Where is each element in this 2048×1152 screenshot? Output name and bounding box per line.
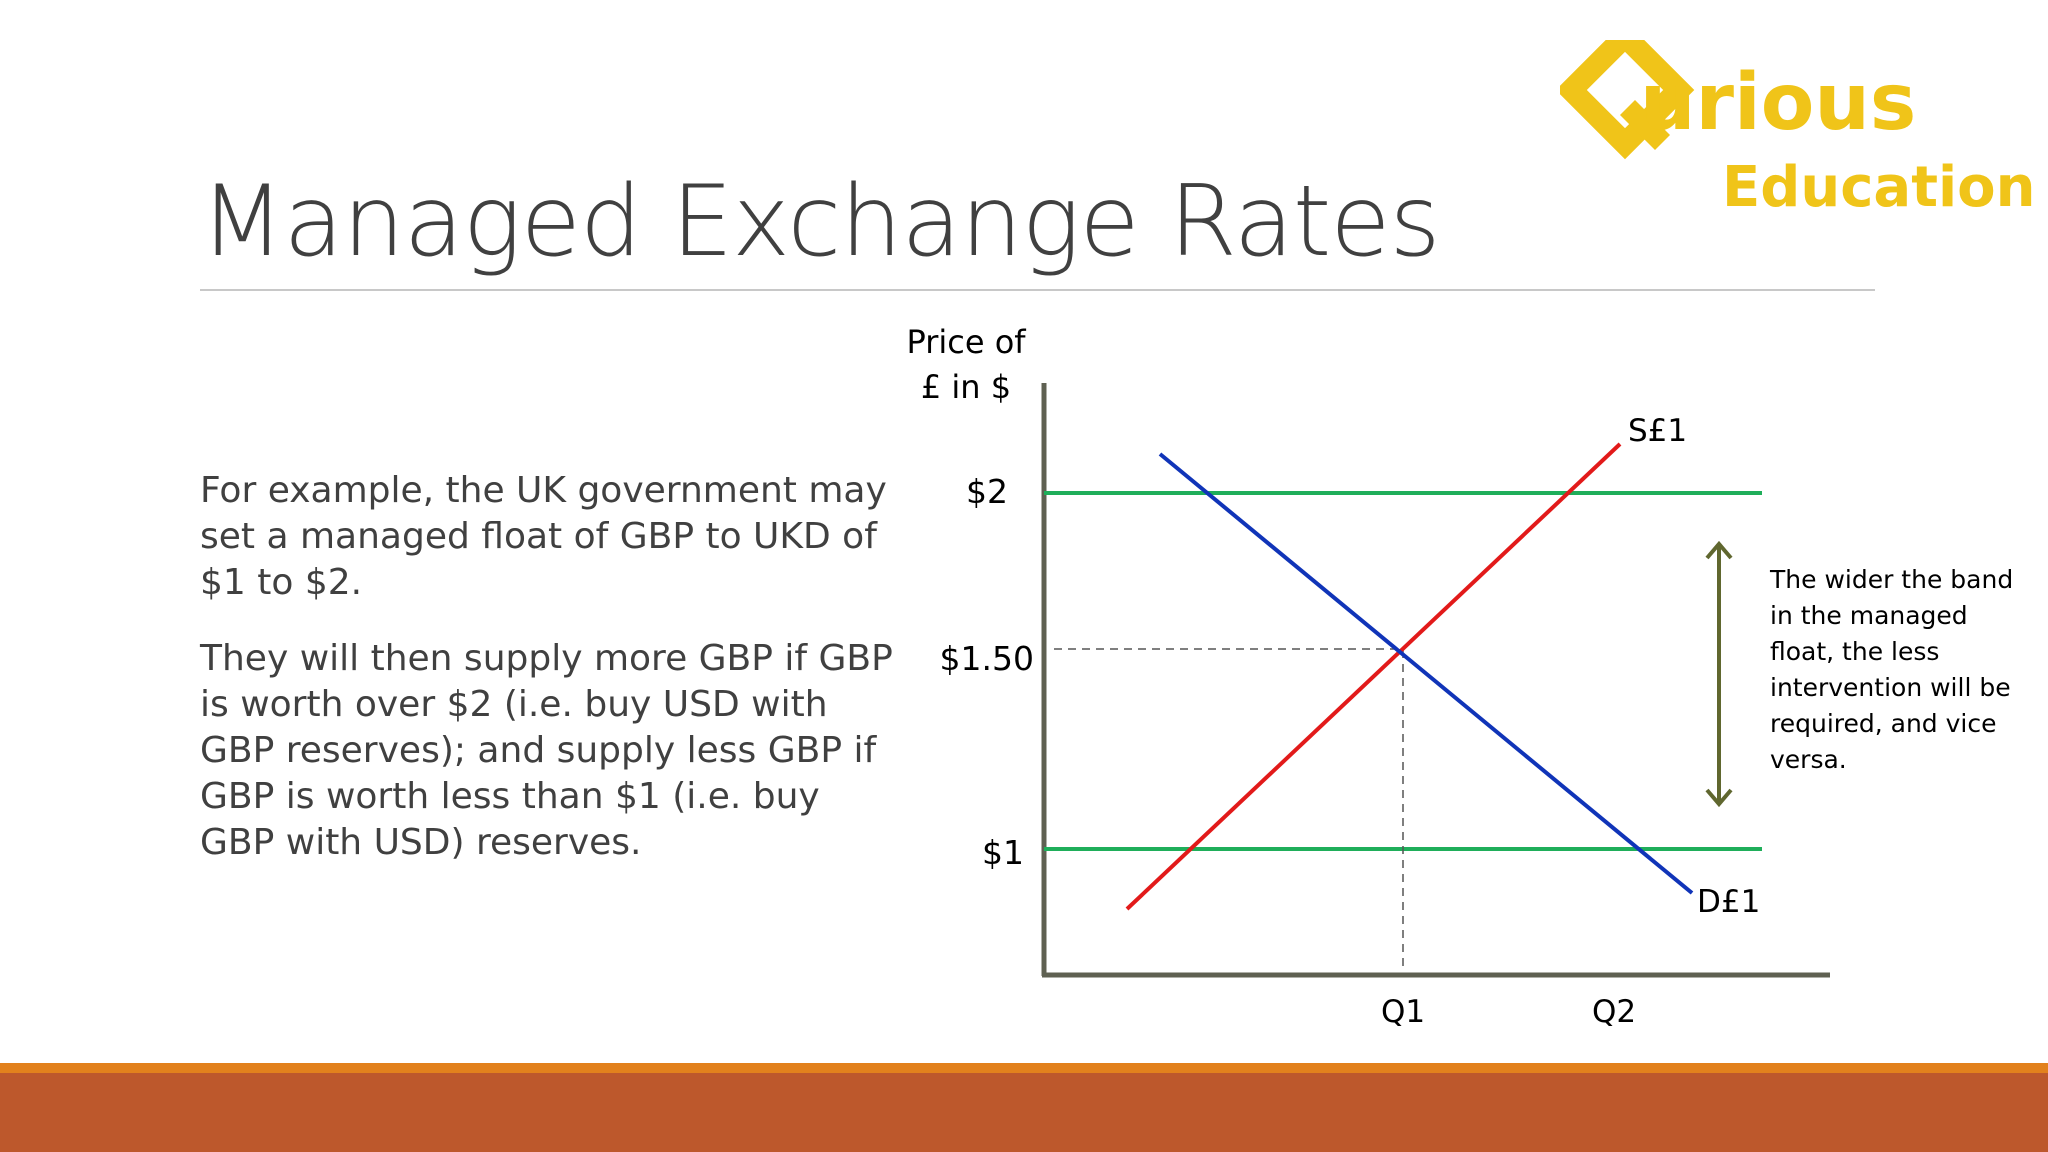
supply-curve-label: S£1 (1628, 413, 1687, 449)
logo-subtitle: Education (1722, 155, 2036, 220)
band-note: The wider the band in the managed float,… (1770, 565, 2014, 774)
y-axis-label-line2: £ in $ (921, 368, 1011, 406)
demand-curve (1158, 452, 1694, 895)
quantity-label-q1: Q1 (1381, 994, 1425, 1030)
price-label-upper: $2 (966, 472, 1008, 511)
logo-wordmark: urious (1640, 58, 1917, 148)
slide-title: Managed Exchange Rates (200, 165, 1441, 279)
band-width-arrow (1705, 540, 1733, 808)
price-label-mid: $1.50 (940, 639, 1034, 678)
footer-accent-line (0, 1063, 2048, 1073)
footer-bar (0, 1073, 2048, 1152)
supply-curve (1125, 442, 1622, 911)
managed-float-diagram: Price of £ in $ $2 $1.50 $1 Q1 Q2 S£1 D£… (906, 323, 1830, 1030)
quantity-label-q2: Q2 (1592, 994, 1636, 1030)
paragraph-1: For example, the UK government may set a… (200, 470, 887, 603)
demand-curve-label: D£1 (1697, 884, 1760, 920)
title-divider (200, 289, 1875, 291)
price-label-lower: $1 (982, 833, 1024, 872)
body-text: For example, the UK government may set a… (200, 468, 900, 896)
paragraph-2: They will then supply more GBP if GBP is… (200, 638, 893, 863)
y-axis-label-line1: Price of (906, 323, 1026, 361)
q-diamond-logo-icon (1560, 40, 1695, 160)
